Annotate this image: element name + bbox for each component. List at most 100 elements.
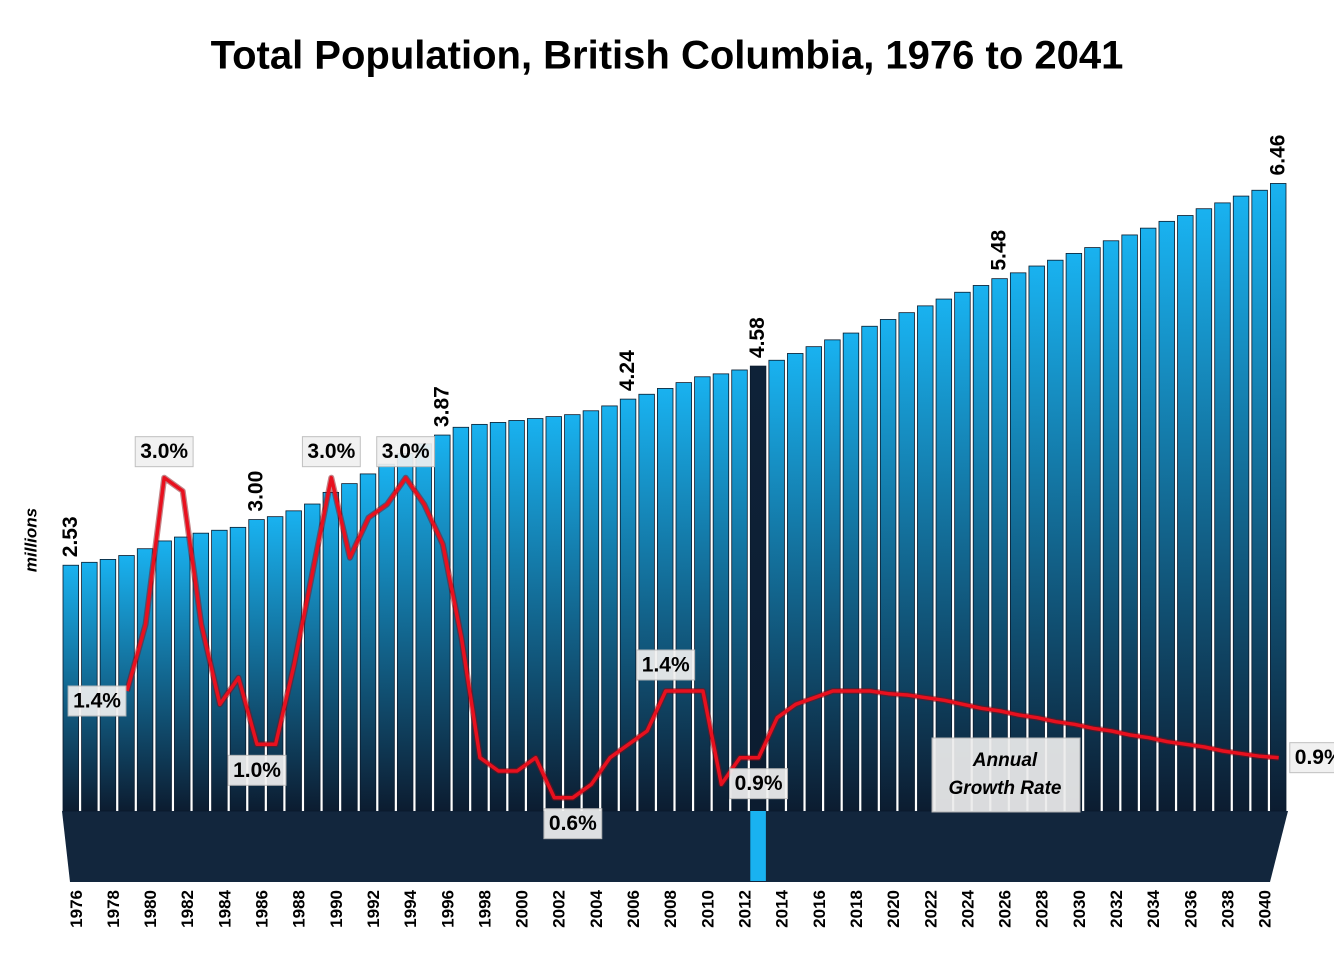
bar (675, 382, 692, 812)
x-tick-label: 1980 (141, 890, 160, 928)
x-tick-label: 2012 (735, 890, 754, 928)
x-tick-label: 2040 (1256, 890, 1275, 928)
bar (545, 416, 562, 812)
data-label-box (1289, 742, 1334, 774)
x-tick-label: 2026 (996, 890, 1015, 928)
bar (378, 463, 395, 812)
bar (954, 291, 971, 812)
bar (935, 298, 953, 812)
bar (359, 473, 377, 812)
bar (601, 405, 618, 812)
bar (1232, 195, 1250, 812)
bar (1195, 208, 1213, 812)
bar (842, 332, 860, 812)
x-tick-label: 1994 (401, 889, 420, 927)
x-tick-label: 2002 (550, 890, 569, 928)
x-tick-label: 1986 (253, 890, 272, 928)
x-tick-label: 2016 (810, 890, 829, 928)
x-tick-label: 2020 (884, 890, 903, 928)
line (125, 475, 1279, 800)
annotation-text: Growth Rate (949, 778, 1062, 799)
growth-line: 1.4% 3.0% 1.0% 3.0% 3.0% 0.6% 1.4% 0.9% 0.9% (67, 436, 1334, 840)
x-tick-label: 2032 (1107, 890, 1126, 928)
bar-value-label: 6.46 (1266, 135, 1289, 176)
x-tick-label: 2010 (698, 890, 717, 928)
x-tick-label: 1996 (438, 890, 457, 928)
x-tick-label: 1998 (475, 890, 494, 928)
bar (657, 388, 674, 812)
bar (898, 312, 915, 812)
data-label-box (636, 649, 696, 681)
bar (1214, 202, 1231, 812)
x-tick-label: 1988 (290, 890, 309, 928)
x-tick-label: 1992 (364, 890, 383, 928)
x-tick-label: 2018 (847, 890, 866, 928)
x-tick-label: 2038 (1218, 890, 1237, 928)
data-label-box (134, 436, 194, 468)
bar (1177, 215, 1194, 812)
chart-title: Total Population, British Columbia, 1976… (211, 34, 1124, 78)
bar (508, 420, 525, 812)
line-value-label: 1.4% (642, 654, 690, 677)
line-value-label: 0.9% (1295, 746, 1334, 769)
line-value-label: 3.0% (307, 440, 355, 463)
x-tick-label: 1978 (104, 890, 123, 928)
bar (99, 559, 117, 812)
bar (322, 491, 340, 812)
line-value-label: 1.0% (233, 759, 281, 782)
bar-value-label: 3.87 (430, 386, 453, 427)
bar (1084, 247, 1101, 812)
bar (805, 346, 823, 812)
data-label-box (543, 808, 603, 840)
bar (824, 339, 841, 812)
x-tick-label: 2014 (773, 889, 792, 927)
bar (1028, 265, 1045, 812)
bar (564, 414, 581, 812)
x-tick-label: 2034 (1144, 889, 1163, 927)
bar (1270, 183, 1287, 812)
bar (1102, 240, 1120, 812)
bar-highlight (750, 811, 766, 881)
bar (991, 278, 1008, 812)
x-tick-label: 2006 (624, 890, 643, 928)
bar-value-label: 4.58 (746, 317, 769, 358)
bar (638, 393, 655, 812)
x-tick-label: 1984 (215, 889, 234, 927)
floor (62, 811, 1288, 882)
y-axis-label: millions (21, 508, 40, 572)
x-tick-label: 1976 (67, 890, 86, 928)
annotation: Annual Growth Rate (931, 737, 1081, 813)
bar (341, 483, 358, 812)
data-label-box (301, 436, 361, 468)
annotation-text: Annual (972, 750, 1038, 771)
data-label-box (227, 754, 287, 786)
x-tick-label: 2008 (661, 890, 680, 928)
line-value-label: 3.0% (382, 440, 430, 463)
data-label-box (376, 436, 436, 468)
x-tick-label: 1990 (327, 890, 346, 928)
x-tick-label: 2000 (513, 890, 532, 928)
bar (526, 418, 544, 812)
bar (489, 422, 507, 812)
bar (879, 319, 897, 812)
bar (1251, 189, 1268, 812)
bar (972, 285, 990, 812)
bar (1121, 234, 1138, 812)
bar-value-label: 5.48 (988, 229, 1011, 270)
bar (1158, 220, 1175, 812)
bar-value-label: 4.24 (616, 350, 639, 391)
bar (917, 305, 934, 812)
annotation-box (931, 737, 1081, 813)
data-label-box (67, 685, 127, 717)
bar (619, 398, 637, 812)
data-label-box (729, 768, 789, 800)
x-tick-label: 2024 (958, 889, 977, 927)
line-value-label: 3.0% (140, 440, 188, 463)
x-tick-label: 1982 (178, 890, 197, 928)
x-tick-label: 2036 (1181, 890, 1200, 928)
bar (229, 526, 247, 812)
bar (1047, 259, 1064, 812)
bar-value-label: 3.00 (245, 471, 268, 512)
bar-value-label: 2.53 (59, 516, 82, 557)
x-tick-label: 2004 (587, 889, 606, 927)
